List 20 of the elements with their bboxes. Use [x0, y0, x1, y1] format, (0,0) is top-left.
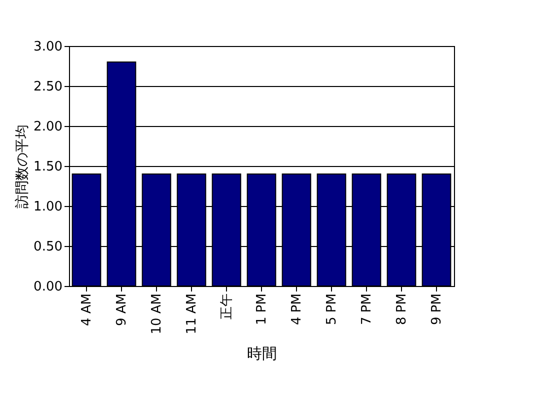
y-tick-label: 3.00 — [34, 40, 62, 54]
x-tick-label: 正午 — [220, 294, 234, 320]
x-tick-label: 10 AM — [150, 294, 164, 334]
y-tick-label: 0.00 — [34, 280, 62, 294]
x-tick-label: 9 AM — [114, 294, 130, 326]
y-tick-label: 0.50 — [34, 240, 62, 254]
y-tick-label: 2.50 — [34, 80, 62, 94]
y-tick-label: 2.00 — [34, 120, 62, 134]
x-tick-label: 11 AM — [184, 294, 200, 334]
x-tick-label: 4 PM — [290, 294, 304, 325]
x-axis-title: 時間 — [247, 344, 277, 362]
x-tick-label: 8 PM — [394, 294, 410, 325]
y-axis-title: 訪問数の平均 — [14, 124, 31, 208]
x-tick-label: 7 PM — [360, 294, 374, 325]
y-tick-label: 1.50 — [34, 160, 62, 174]
x-tick-label: 1 PM — [254, 294, 270, 325]
x-tick-label: 5 PM — [324, 294, 340, 325]
x-tick-label: 4 AM — [80, 294, 94, 326]
x-tick-label: 9 PM — [430, 294, 444, 325]
y-tick-label: 1.00 — [34, 200, 62, 214]
